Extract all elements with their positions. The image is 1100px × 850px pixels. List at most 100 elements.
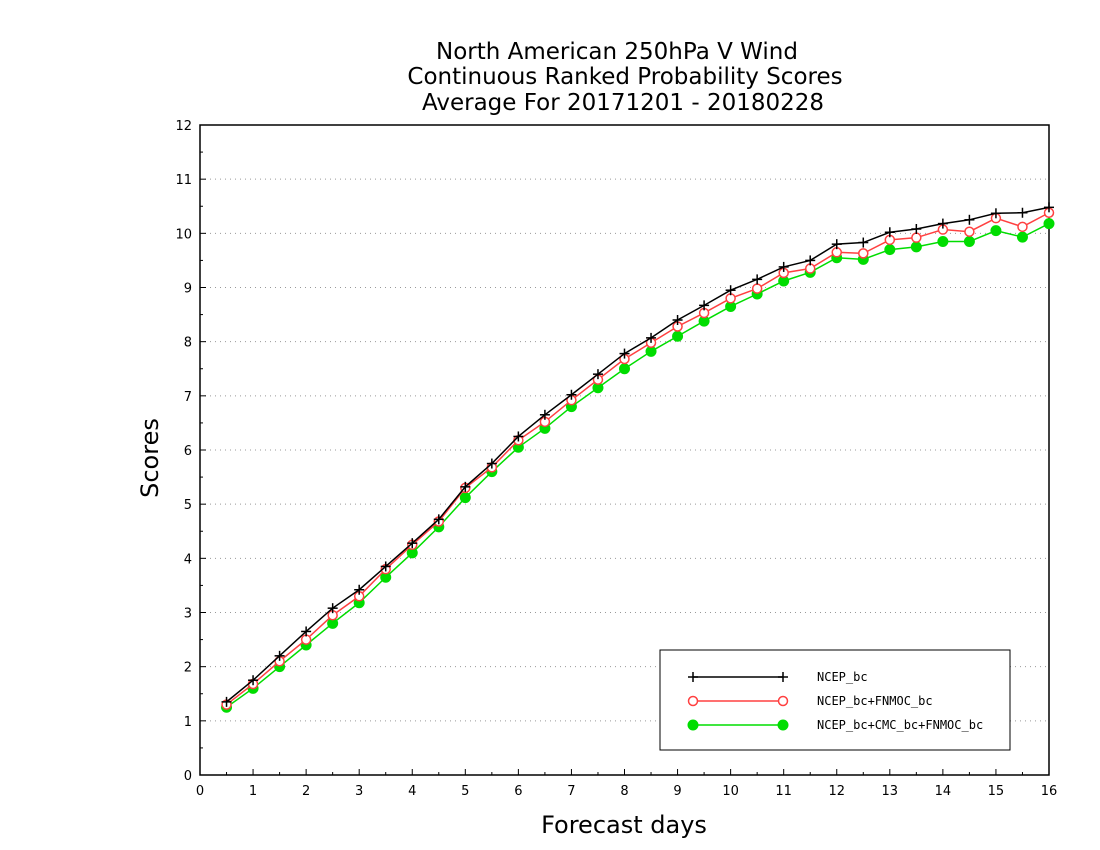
legend-marker — [777, 695, 789, 707]
data-point-ncep-bc-fnmoc-bc — [964, 226, 975, 237]
x-tick-label: 3 — [355, 784, 363, 799]
data-point-ncep-bc — [778, 261, 789, 272]
y-tick-label: 6 — [184, 444, 192, 459]
x-tick-label: 16 — [1041, 784, 1058, 799]
legend-marker — [687, 719, 699, 731]
data-point-ncep-bc — [327, 603, 338, 614]
legend-label: NCEP_bc+CMC_bc+FNMOC_bc — [817, 718, 983, 732]
series-line-ncep-bc — [226, 206, 1050, 703]
data-point-ncep-bc-fnmoc-bc — [858, 248, 869, 259]
legend-marker — [687, 695, 699, 707]
x-axis-label: Forecast days — [541, 811, 707, 839]
chart-title-line-2: Continuous Ranked Probability Scores — [407, 64, 842, 90]
y-tick-label: 0 — [184, 769, 192, 784]
data-point-ncep-bc — [301, 626, 312, 637]
data-point-ncep-bc — [964, 214, 975, 225]
y-axis-label: Scores — [136, 418, 164, 498]
y-tick-label: 4 — [184, 552, 192, 567]
legend-marker — [777, 719, 789, 731]
y-tick-label: 9 — [184, 282, 192, 297]
legend-marker — [778, 672, 788, 682]
x-tick-label: 11 — [775, 784, 792, 799]
legend-label: NCEP_bc — [817, 670, 868, 684]
data-point-ncep-bc — [407, 538, 418, 549]
data-point-ncep-bc — [911, 224, 922, 234]
x-tick-label: 14 — [935, 784, 952, 799]
y-tick-label: 5 — [184, 498, 192, 513]
y-tick-label: 10 — [175, 227, 192, 242]
data-point-ncep-bc — [752, 274, 763, 285]
legend: NCEP_bc NCEP_bc+FNMOC_bc NCEP_bc+CMC_bc+FN… — [659, 649, 1011, 751]
data-point-ncep-bc — [460, 481, 471, 492]
chart-title-line-1: North American 250hPa V Wind — [436, 39, 798, 65]
data-point-ncep-bc — [380, 561, 391, 572]
data-point-ncep-bc — [937, 218, 948, 229]
data-point-ncep-bc — [566, 389, 577, 400]
data-point-ncep-bc — [1017, 207, 1028, 218]
data-point-ncep-bc — [539, 409, 550, 420]
data-point-ncep-bc — [592, 369, 603, 380]
data-point-ncep-bc-cmc-bc-fnmoc-bc — [1043, 218, 1055, 230]
data-point-ncep-bc — [619, 348, 630, 359]
series-ncep-bc-fnmoc-bc — [221, 207, 1055, 710]
x-tick-label: 10 — [722, 784, 739, 799]
gridlines — [200, 178, 1049, 722]
y-tick-label: 2 — [184, 661, 192, 676]
data-point-ncep-bc — [274, 650, 285, 661]
data-point-ncep-bc-cmc-bc-fnmoc-bc — [884, 244, 896, 256]
series-group — [221, 202, 1055, 713]
data-point-ncep-bc — [354, 584, 365, 595]
data-point-ncep-bc-cmc-bc-fnmoc-bc — [910, 241, 922, 253]
data-point-ncep-bc — [248, 675, 259, 686]
data-point-ncep-bc — [884, 227, 895, 238]
data-point-ncep-bc — [672, 315, 683, 325]
y-tick-label: 11 — [175, 173, 192, 188]
data-point-ncep-bc — [221, 696, 232, 707]
data-point-ncep-bc — [433, 514, 444, 525]
legend-label: NCEP_bc+FNMOC_bc — [817, 694, 933, 708]
x-tick-label: 7 — [567, 784, 575, 799]
data-point-ncep-bc-cmc-bc-fnmoc-bc — [619, 363, 630, 375]
legend-marker — [688, 672, 698, 682]
x-tick-label: 8 — [620, 784, 628, 799]
data-point-ncep-bc-cmc-bc-fnmoc-bc — [963, 235, 975, 247]
data-point-ncep-bc-cmc-bc-fnmoc-bc — [459, 492, 471, 504]
data-point-ncep-bc-cmc-bc-fnmoc-bc — [990, 225, 1002, 237]
chart-title-line-3: Average For 20171201 - 20180228 — [422, 90, 824, 116]
data-point-ncep-bc — [858, 237, 869, 248]
x-axis-ticks: 0 1 2 3 4 5 6 7 8 9 10 11 12 13 14 15 16 — [196, 769, 1057, 799]
data-point-ncep-bc-fnmoc-bc — [751, 283, 763, 294]
series-line-ncep-bc-fnmoc-bc — [226, 212, 1050, 706]
y-tick-label: 3 — [184, 607, 192, 622]
data-point-ncep-bc — [990, 208, 1001, 219]
y-tick-label: 8 — [184, 336, 192, 351]
series-ncep-bc-cmc-bc-fnmoc-bc — [221, 218, 1055, 713]
x-tick-label: 5 — [461, 784, 469, 799]
data-point-ncep-bc — [486, 458, 497, 469]
series-ncep-bc — [221, 202, 1054, 707]
y-tick-label: 12 — [175, 119, 192, 134]
data-point-ncep-bc — [831, 239, 842, 250]
data-point-ncep-bc — [699, 300, 710, 311]
x-tick-label: 1 — [249, 784, 257, 799]
x-tick-label: 4 — [408, 784, 416, 799]
data-point-ncep-bc — [513, 431, 524, 442]
data-point-ncep-bc-cmc-bc-fnmoc-bc — [1016, 231, 1028, 243]
y-tick-label: 1 — [184, 715, 192, 730]
data-point-ncep-bc-fnmoc-bc — [911, 232, 922, 243]
data-point-ncep-bc — [1044, 202, 1054, 213]
data-point-ncep-bc — [646, 332, 657, 343]
x-tick-label: 6 — [514, 784, 522, 799]
legend-item-ncep-bc: NCEP_bc — [688, 670, 868, 684]
series-line-ncep-bc-cmc-bc-fnmoc-bc — [226, 222, 1050, 708]
data-point-ncep-bc-fnmoc-bc — [1017, 221, 1028, 233]
x-tick-label: 2 — [302, 784, 310, 799]
x-tick-label: 15 — [988, 784, 1005, 799]
legend-box — [659, 649, 1011, 751]
y-tick-label: 7 — [184, 390, 192, 405]
x-tick-label: 13 — [882, 784, 899, 799]
x-tick-label: 0 — [196, 784, 204, 799]
data-point-ncep-bc-cmc-bc-fnmoc-bc — [672, 330, 684, 342]
